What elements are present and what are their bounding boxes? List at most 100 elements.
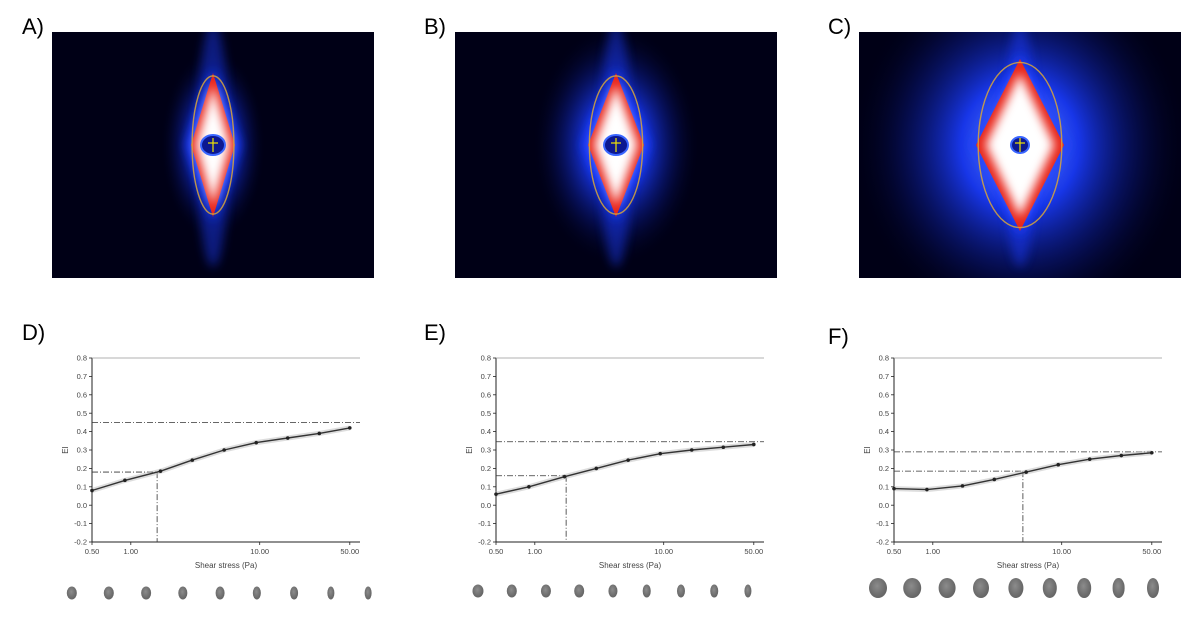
data-point: [992, 477, 997, 482]
x-axis-title: Shear stress (Pa): [599, 561, 662, 570]
deformability-chart-f: 0.8 0.7 0.6 0.5 0.4 0.3 0.2 0.1 0.0 -0.1 -0.2 0.50 1…: [862, 352, 1172, 572]
data-point: [925, 487, 929, 492]
data-point: [721, 445, 726, 450]
data-point: [960, 484, 965, 488]
data-point: [892, 486, 896, 491]
y-tick-label: -0.2: [478, 538, 491, 547]
x-tick-label: 10.00: [654, 547, 673, 556]
cell-shape: [938, 578, 956, 598]
y-tick-label: 0.1: [481, 482, 491, 491]
cell-shape: [290, 586, 298, 600]
cell-shape: [608, 584, 618, 598]
data-point: [751, 442, 756, 447]
data-point: [562, 474, 567, 479]
cell-shape: [540, 584, 551, 598]
x-tick-label: 0.50: [85, 547, 100, 556]
cell-shape-strip-f: [869, 577, 1159, 599]
cell-shape: [903, 578, 922, 598]
data-point: [594, 466, 599, 471]
y-tick-label: 0.4: [481, 427, 491, 436]
data-point: [317, 431, 322, 436]
cell-shape: [141, 586, 151, 600]
y-tick-label: 0.5: [879, 409, 889, 418]
x-tick-label: 50.00: [744, 547, 763, 556]
y-tick-label: 0.2: [77, 464, 87, 473]
y-tick-label: -0.2: [876, 538, 889, 547]
cell-shape: [1007, 578, 1024, 598]
cell-shape: [252, 586, 262, 600]
y-tick-label: 0.5: [77, 409, 87, 418]
x-axis-title: Shear stress (Pa): [997, 561, 1060, 570]
y-tick-label: 0.0: [879, 501, 889, 510]
x-tick-label: 1.00: [925, 547, 940, 556]
y-axis-title: EI: [465, 446, 474, 454]
cell-shape-strip-e: [472, 580, 752, 602]
x-tick-label: 50.00: [1142, 547, 1161, 556]
data-point: [285, 436, 290, 440]
data-point: [494, 492, 498, 496]
cell-shape: [642, 584, 652, 598]
data-point: [1024, 470, 1028, 474]
cell-shape: [178, 586, 188, 600]
data-point: [689, 448, 694, 452]
panel-label-e: E): [424, 320, 446, 345]
data-point: [626, 458, 630, 462]
cell-shape: [710, 584, 719, 598]
data-point: [190, 458, 195, 462]
cell-shape: [215, 586, 225, 600]
cell-shape: [1147, 578, 1159, 598]
diffraction-image-b: [455, 32, 777, 278]
data-point: [1056, 462, 1061, 467]
deformability-chart-e: 0.8 0.7 0.6 0.5 0.4 0.3 0.2 0.1 0.0 -0.1 -0.2 0.50 1…: [464, 352, 774, 572]
data-point: [658, 451, 663, 456]
ellipse-fit: [588, 75, 644, 215]
cell-shape: [1042, 578, 1058, 598]
data-point: [347, 426, 352, 430]
y-tick-label: 0.1: [879, 482, 889, 491]
confidence-band: [495, 442, 755, 497]
cell-shape-strip-d: [66, 582, 372, 604]
data-point: [1087, 457, 1092, 461]
y-tick-label: 0.3: [879, 446, 889, 455]
x-tick-label: 1.00: [527, 547, 542, 556]
y-tick-label: 0.8: [481, 354, 491, 363]
ellipse-fit: [191, 75, 235, 215]
cell-shape: [973, 578, 990, 598]
y-tick-label: 0.7: [77, 372, 87, 381]
data-point: [527, 485, 531, 489]
panel-label-f: F): [828, 324, 849, 349]
cell-shape: [506, 584, 517, 598]
y-tick-label: 0.5: [481, 409, 491, 418]
y-tick-label: 0.1: [77, 482, 87, 491]
y-tick-label: -0.2: [74, 538, 87, 547]
y-tick-label: 0.3: [481, 446, 491, 455]
y-tick-label: 0.3: [77, 446, 87, 455]
y-tick-label: -0.1: [478, 519, 491, 528]
cell-shape: [1077, 578, 1092, 598]
y-tick-label: 0.4: [77, 427, 87, 436]
y-tick-label: 0.0: [77, 501, 87, 510]
deformability-chart-d: 0.8 0.7 0.6 0.5 0.4 0.3 0.2 0.1 0.0 -0.1 -0.2 0.50 1…: [60, 352, 370, 572]
y-tick-label: 0.4: [879, 427, 889, 436]
data-point: [123, 478, 127, 483]
cell-shape: [574, 584, 585, 598]
cell-shape: [364, 586, 372, 600]
x-tick-label: 10.00: [1052, 547, 1071, 556]
y-tick-label: 0.0: [481, 501, 491, 510]
diffraction-image-a: [52, 32, 374, 278]
data-point: [222, 448, 226, 452]
cell-shape: [1112, 578, 1126, 598]
cell-shape: [472, 584, 484, 598]
data-point: [1149, 450, 1154, 455]
panel-label-a: A): [22, 14, 44, 39]
data-point: [90, 488, 94, 493]
panel-label-d: D): [22, 320, 46, 345]
data-point: [254, 440, 259, 445]
ellipse-fit: [977, 61, 1063, 229]
y-tick-label: 0.8: [879, 354, 889, 363]
cell-shape: [676, 584, 685, 598]
diffraction-image-c: [859, 32, 1181, 278]
x-tick-label: 0.50: [887, 547, 902, 556]
y-tick-label: 0.6: [879, 390, 889, 399]
cell-shape: [327, 586, 335, 600]
